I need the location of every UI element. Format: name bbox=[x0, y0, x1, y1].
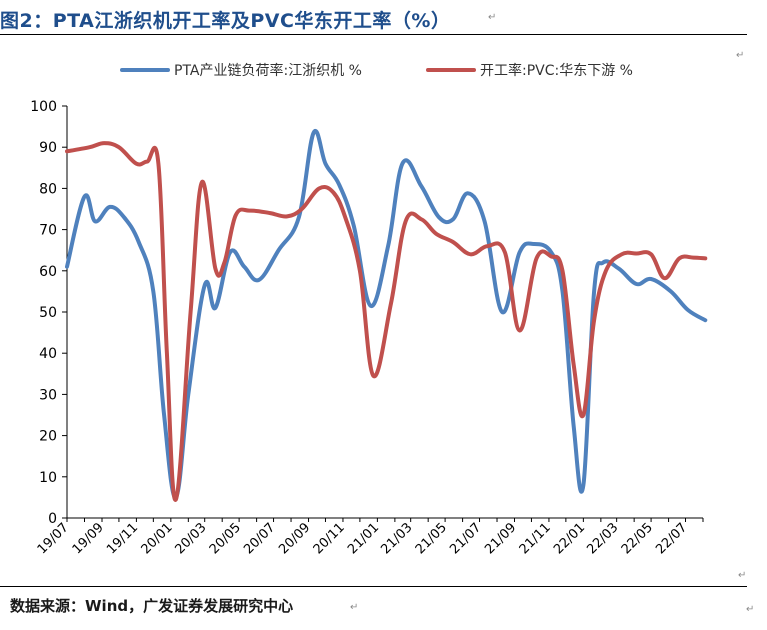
legend-label-1: PTA产业链负荷率:江浙织机 % bbox=[174, 62, 362, 79]
y-tick-label: 100 bbox=[30, 99, 57, 115]
y-tick-label: 70 bbox=[39, 223, 57, 239]
y-axis: 0 10 20 30 40 50 60 70 80 90 100 bbox=[30, 99, 68, 527]
series-line-1 bbox=[65, 128, 708, 500]
chart-legend: PTA产业链负荷率:江浙织机 % 开工率:PVC:华东下游 % bbox=[120, 62, 633, 79]
x-tick-label: 20/07 bbox=[241, 520, 278, 557]
x-tick-label: 20/11 bbox=[311, 520, 348, 557]
x-tick-label: 21/01 bbox=[345, 520, 382, 557]
x-tick-label: 22/07 bbox=[653, 520, 690, 557]
source-rule bbox=[0, 586, 747, 587]
legend-label-2: 开工率:PVC:华东下游 % bbox=[480, 62, 633, 79]
figure-title: 图2：PTA江浙织机开工率及PVC华东开工率（%） bbox=[0, 10, 451, 32]
line-chart: PTA产业链负荷率:江浙织机 % 开工率:PVC:华东下游 % 0 10 20 30 40… bbox=[30, 62, 708, 557]
series-line-2 bbox=[65, 141, 708, 502]
x-tick-label: 21/11 bbox=[517, 520, 554, 557]
x-axis: 19/0719/0919/1120/0120/0320/0520/0720/09… bbox=[35, 517, 704, 557]
x-tick-label: 19/11 bbox=[104, 520, 141, 557]
paragraph-mark-icon: ↵ bbox=[736, 50, 745, 61]
paragraph-mark-icon: ↵ bbox=[746, 604, 755, 615]
title-rule bbox=[0, 34, 747, 35]
y-tick-label: 40 bbox=[39, 346, 57, 362]
paragraph-mark-icon: ↵ bbox=[738, 570, 747, 581]
x-tick-label: 21/03 bbox=[378, 520, 415, 557]
x-tick-label: 21/09 bbox=[482, 520, 519, 557]
x-tick-label: 20/05 bbox=[207, 520, 244, 557]
paragraph-mark-icon: ↵ bbox=[350, 602, 359, 613]
series-lines bbox=[65, 128, 708, 502]
x-tick-label: 22/03 bbox=[584, 520, 621, 557]
y-tick-label: 20 bbox=[39, 429, 57, 445]
y-tick-label: 50 bbox=[39, 305, 57, 321]
x-tick-label: 21/05 bbox=[413, 520, 450, 557]
x-tick-label: 20/01 bbox=[139, 520, 176, 557]
y-tick-label: 80 bbox=[39, 181, 57, 197]
x-tick-label: 19/09 bbox=[70, 520, 107, 557]
x-tick-label: 22/05 bbox=[619, 520, 656, 557]
y-tick-label: 90 bbox=[39, 140, 57, 156]
y-tick-label: 30 bbox=[39, 387, 57, 403]
y-tick-label: 10 bbox=[39, 470, 57, 486]
y-tick-label: 60 bbox=[39, 264, 57, 280]
y-tick-label: 0 bbox=[48, 511, 57, 527]
source-note: 数据来源：Wind，广发证券发展研究中心 bbox=[10, 597, 294, 615]
paragraph-mark-icon: ↵ bbox=[488, 12, 497, 23]
x-tick-label: 22/01 bbox=[551, 520, 588, 557]
x-tick-label: 21/07 bbox=[447, 520, 484, 557]
x-tick-label: 20/09 bbox=[276, 520, 313, 557]
x-tick-label: 20/03 bbox=[172, 520, 209, 557]
